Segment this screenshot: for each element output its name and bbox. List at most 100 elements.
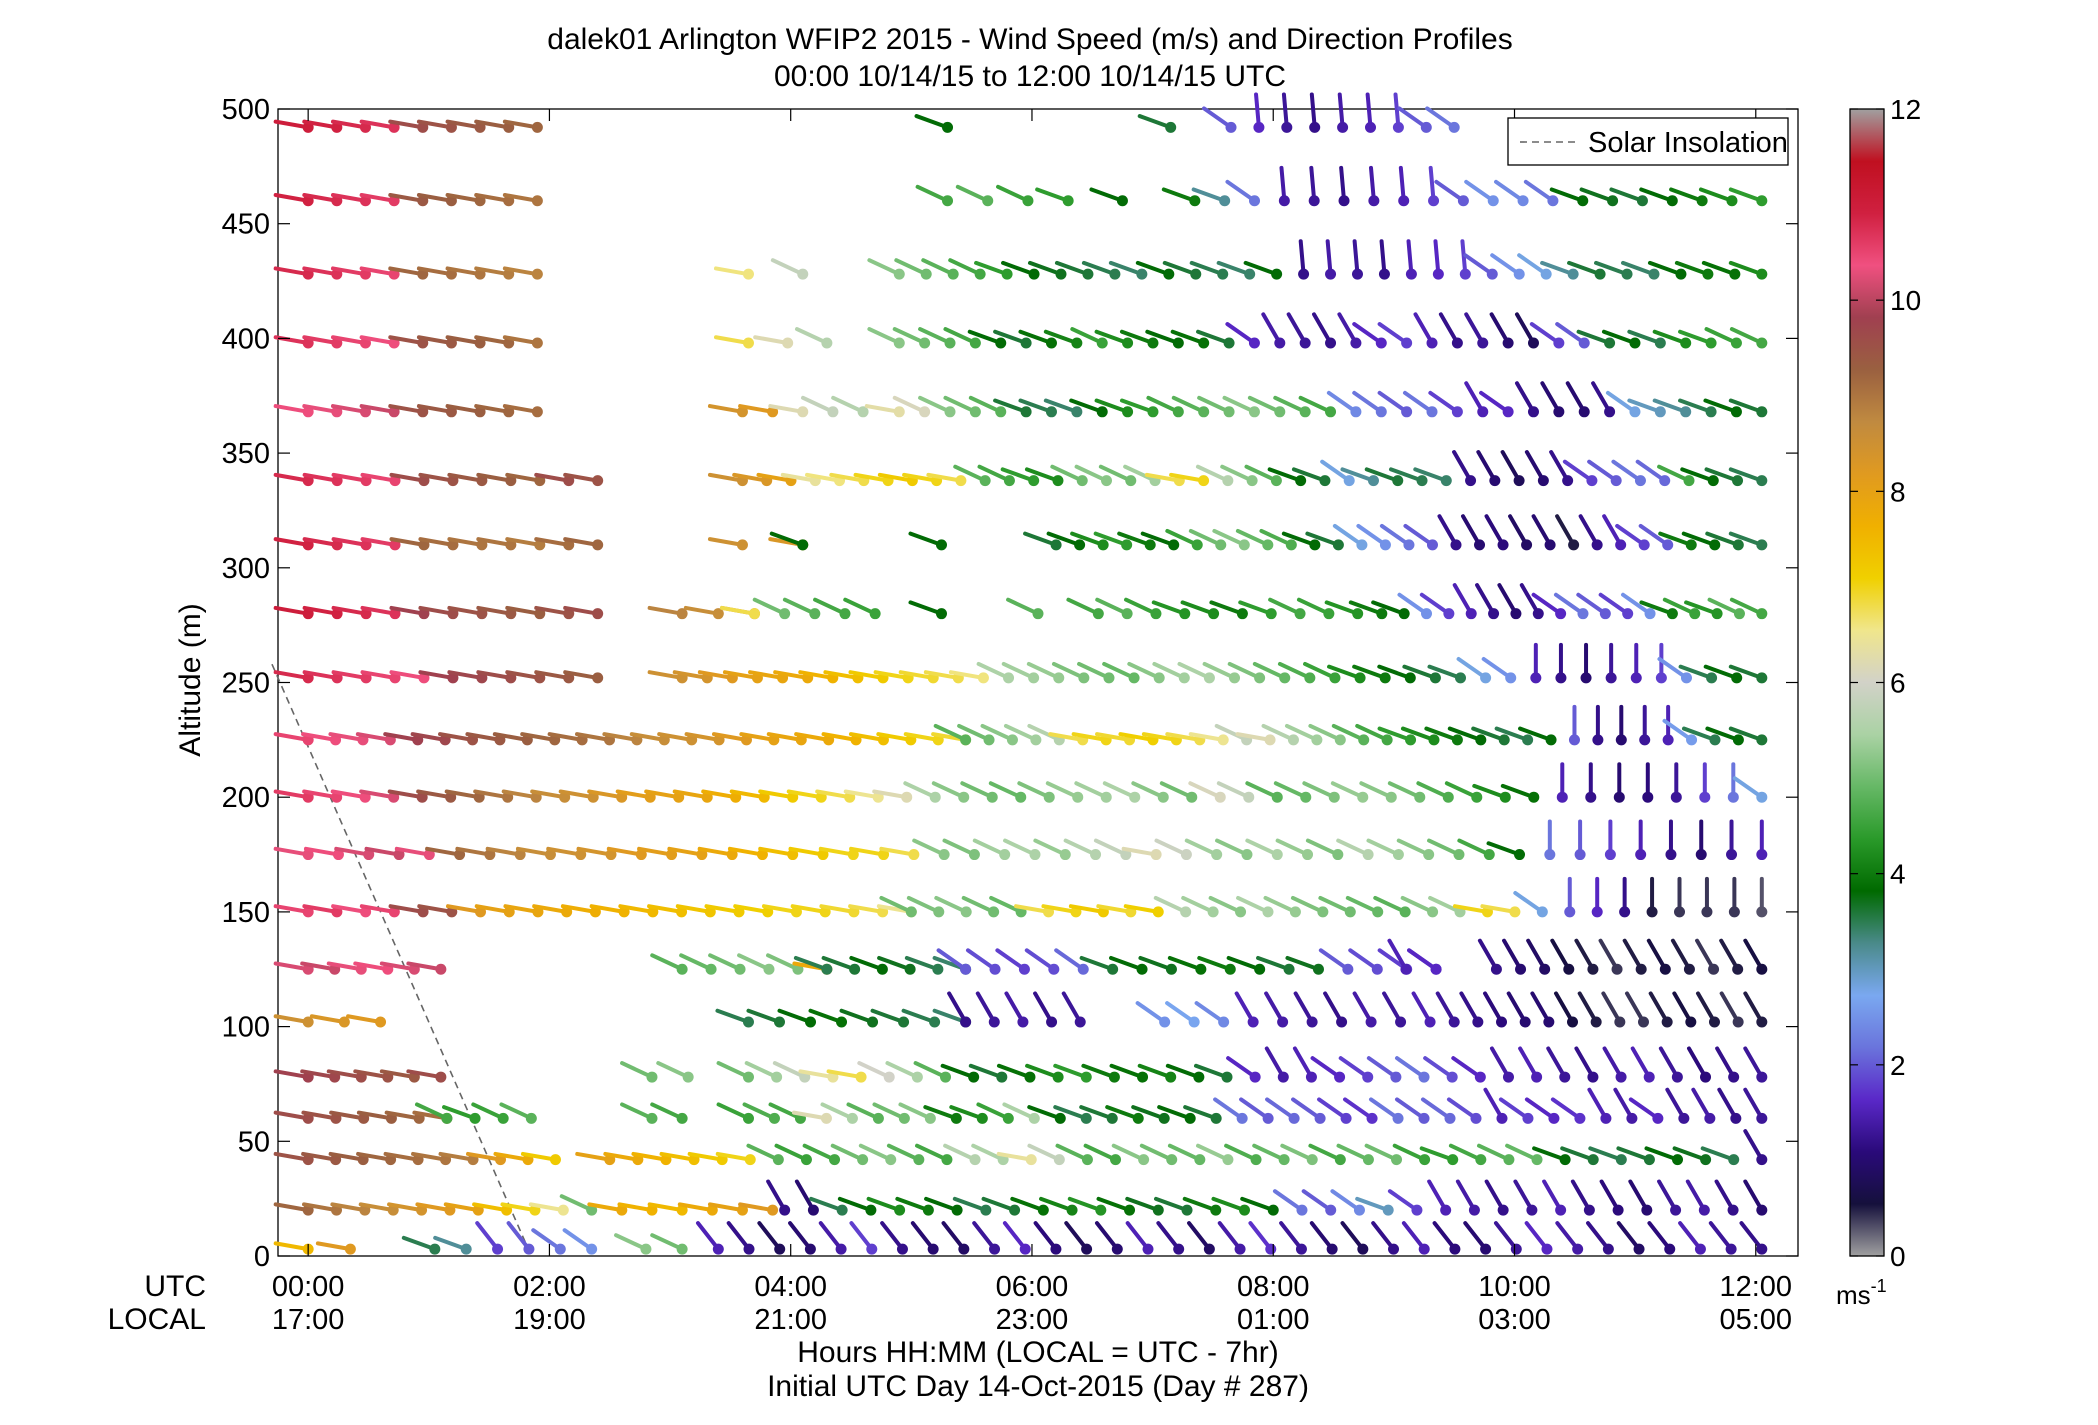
wind-barb-dot xyxy=(1727,1204,1739,1216)
wind-barb-dot xyxy=(1578,406,1590,418)
wind-barb-shaft xyxy=(910,1221,936,1252)
wind-barb-shaft xyxy=(1055,1143,1090,1162)
wind-barb-shaft xyxy=(346,1014,383,1025)
wind-barb-dot xyxy=(1709,539,1721,551)
wind-barb-shaft xyxy=(629,732,667,742)
wind-barb-shaft xyxy=(273,1202,311,1213)
wind-barb-dot xyxy=(744,1154,756,1166)
wind-barb-shaft xyxy=(406,1069,443,1080)
wind-barb-dot xyxy=(1698,1204,1710,1216)
wind-barb-shaft xyxy=(1194,1001,1226,1025)
wind-barb-dot xyxy=(1388,1243,1400,1255)
wind-barb-dot xyxy=(1756,268,1768,280)
wind-barb-dot xyxy=(1626,1112,1638,1124)
wind-barb-shaft xyxy=(687,1151,725,1162)
wind-barb-shaft xyxy=(1540,381,1561,414)
wind-barb-dot xyxy=(1265,1243,1277,1255)
wind-barb-dot xyxy=(1559,1154,1571,1166)
wind-barb-dot xyxy=(774,1243,786,1255)
wind-barb-dot xyxy=(1527,337,1539,349)
wind-barb-shaft xyxy=(475,1221,500,1252)
wind-barb-shaft xyxy=(546,846,583,857)
wind-barb-shaft xyxy=(1285,955,1321,972)
wind-barb-dot xyxy=(302,1016,314,1028)
wind-barb-dot xyxy=(977,672,989,684)
wind-barb-dot xyxy=(1418,1112,1430,1124)
y-tick-label: 50 xyxy=(238,1126,270,1158)
wind-barb-shaft xyxy=(493,1151,530,1162)
wind-barb-dot xyxy=(1486,268,1498,280)
wind-barb-shaft xyxy=(1159,781,1194,800)
wind-barb-dot xyxy=(1440,1204,1452,1216)
wind-barb-dot xyxy=(1048,963,1060,975)
wind-barb-shaft xyxy=(273,404,311,414)
wind-barb-shaft xyxy=(1064,1221,1089,1252)
wind-barb-dot xyxy=(1633,1243,1645,1255)
wind-barb-dot xyxy=(1704,1112,1716,1124)
wind-barb-dot xyxy=(1381,734,1393,746)
wind-barb-shaft xyxy=(793,955,829,972)
wind-barb-shaft xyxy=(1743,1179,1764,1213)
wind-barb-dot xyxy=(1477,406,1489,418)
wind-barb-dot xyxy=(1299,337,1311,349)
wind-barb-dot xyxy=(1539,963,1551,975)
wind-barb-dot xyxy=(1419,1154,1431,1166)
wind-barb-shaft xyxy=(1396,838,1431,857)
wind-barb-dot xyxy=(1358,734,1370,746)
wind-barb-shaft xyxy=(1678,664,1714,680)
wind-barb-shaft xyxy=(273,1069,311,1080)
wind-barb-dot xyxy=(1254,963,1266,975)
wind-barb-shaft xyxy=(941,1221,966,1252)
wind-barb-dot xyxy=(1468,1204,1480,1216)
wind-barb-shaft xyxy=(866,1196,902,1213)
wind-barb-shaft xyxy=(903,732,941,742)
wind-barb-dot xyxy=(531,121,543,133)
wind-barb-dot xyxy=(867,1016,879,1028)
wind-barb-dot xyxy=(1562,475,1574,487)
wind-barb-shaft xyxy=(1154,838,1189,857)
wind-barb-shaft xyxy=(1609,187,1645,203)
wind-barb-dot xyxy=(640,1243,652,1255)
wind-barb-shaft xyxy=(574,732,612,742)
x-tick-label-utc: 08:00 xyxy=(1237,1271,1310,1303)
wind-barb-shaft xyxy=(1425,106,1457,130)
wind-barb-dot xyxy=(1332,539,1344,551)
wind-barb-dot xyxy=(1351,268,1363,280)
wind-barb-dot xyxy=(1630,672,1642,684)
wind-barb-shaft xyxy=(485,846,523,857)
wind-barb-dot xyxy=(1610,475,1622,487)
wind-barb-dot xyxy=(922,1204,934,1216)
wind-barb-dot xyxy=(1236,1112,1248,1124)
wind-barb-dot xyxy=(1072,791,1084,803)
wind-barb-dot xyxy=(1756,337,1768,349)
wind-barb-dot xyxy=(1567,1016,1579,1028)
wind-barb-shaft xyxy=(387,789,425,800)
wind-barb-shaft xyxy=(576,846,614,857)
wind-barb-dot xyxy=(1621,268,1633,280)
wind-barb-dot xyxy=(1391,1154,1403,1166)
wind-barb-dot xyxy=(1306,1154,1318,1166)
wind-barb-dot xyxy=(1125,475,1137,487)
wind-barb-shaft xyxy=(696,1221,721,1252)
wind-barb-dot xyxy=(787,849,799,861)
wind-barb-dot xyxy=(1451,406,1463,418)
wind-barb-dot xyxy=(1756,906,1768,918)
wind-barb-dot xyxy=(1399,906,1411,918)
wind-barb-shaft xyxy=(1280,1143,1315,1162)
wind-barb-dot xyxy=(1203,1243,1215,1255)
wind-barb-dot xyxy=(1325,268,1337,280)
wind-barb-dot xyxy=(549,1154,561,1166)
wind-barb-shaft xyxy=(505,605,542,616)
wind-barb-dot xyxy=(1707,475,1719,487)
wind-barb-dot xyxy=(435,1071,447,1083)
wind-barb-shaft xyxy=(996,1063,1032,1080)
wind-barb-shaft xyxy=(726,1221,752,1252)
wind-barb-dot xyxy=(942,195,954,207)
wind-barb-dot xyxy=(1732,1016,1744,1028)
wind-barb-shaft xyxy=(1033,1221,1058,1252)
wind-barb-shaft xyxy=(1674,260,1710,277)
wind-barb-dot xyxy=(955,475,967,487)
wind-barb-dot xyxy=(950,1112,962,1124)
wind-barb-dot xyxy=(1567,268,1579,280)
wind-barb-shaft xyxy=(1635,459,1667,483)
